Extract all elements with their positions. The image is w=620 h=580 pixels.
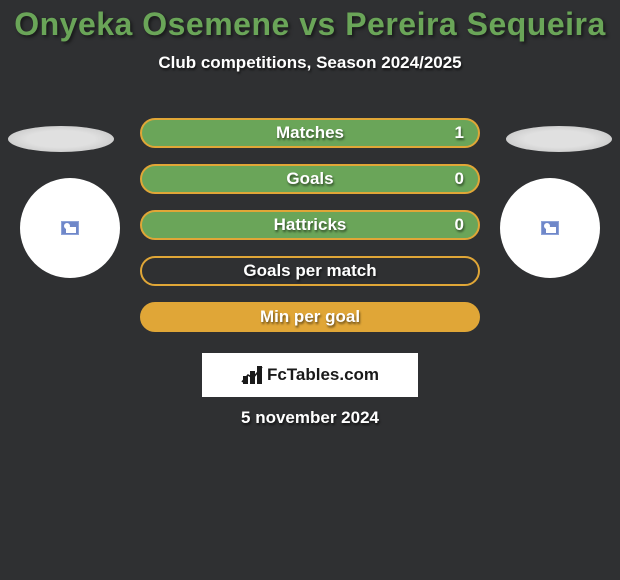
stat-bar-goals: Goals 0 [140, 164, 480, 194]
stat-bar-hattricks: Hattricks 0 [140, 210, 480, 240]
player-left-kit-circle [20, 178, 120, 278]
stat-bar-gpm: Goals per match [140, 256, 480, 286]
image-placeholder-icon [541, 221, 559, 235]
stat-bars: Matches 1 Goals 0 Hattricks 0 Goals per … [140, 118, 480, 348]
stat-bar-label: Min per goal [260, 307, 360, 327]
stat-bar-value: 0 [455, 169, 464, 189]
player-right-kit-circle [500, 178, 600, 278]
image-placeholder-icon [61, 221, 79, 235]
fctables-logo: FcTables.com [241, 365, 379, 385]
player-right-col [490, 118, 620, 378]
subtitle: Club competitions, Season 2024/2025 [0, 53, 620, 73]
bar-chart-icon [241, 366, 263, 384]
stat-bar-label: Goals [286, 169, 333, 189]
stat-bar-label: Goals per match [243, 261, 376, 281]
player-right-shadow [506, 126, 612, 152]
stat-bar-label: Hattricks [274, 215, 347, 235]
stat-bar-value: 0 [455, 215, 464, 235]
stat-bar-matches: Matches 1 [140, 118, 480, 148]
date-label: 5 november 2024 [0, 408, 620, 428]
brand-text: FcTables.com [267, 365, 379, 385]
stat-bar-value: 1 [455, 123, 464, 143]
stat-bar-mpg: Min per goal [140, 302, 480, 332]
player-left-shadow [8, 126, 114, 152]
stat-bar-label: Matches [276, 123, 344, 143]
page-title: Onyeka Osemene vs Pereira Sequeira [0, 0, 620, 43]
brand-footer: FcTables.com [202, 353, 418, 397]
player-left-col [0, 118, 130, 378]
comparison-chart: Matches 1 Goals 0 Hattricks 0 Goals per … [0, 118, 620, 378]
